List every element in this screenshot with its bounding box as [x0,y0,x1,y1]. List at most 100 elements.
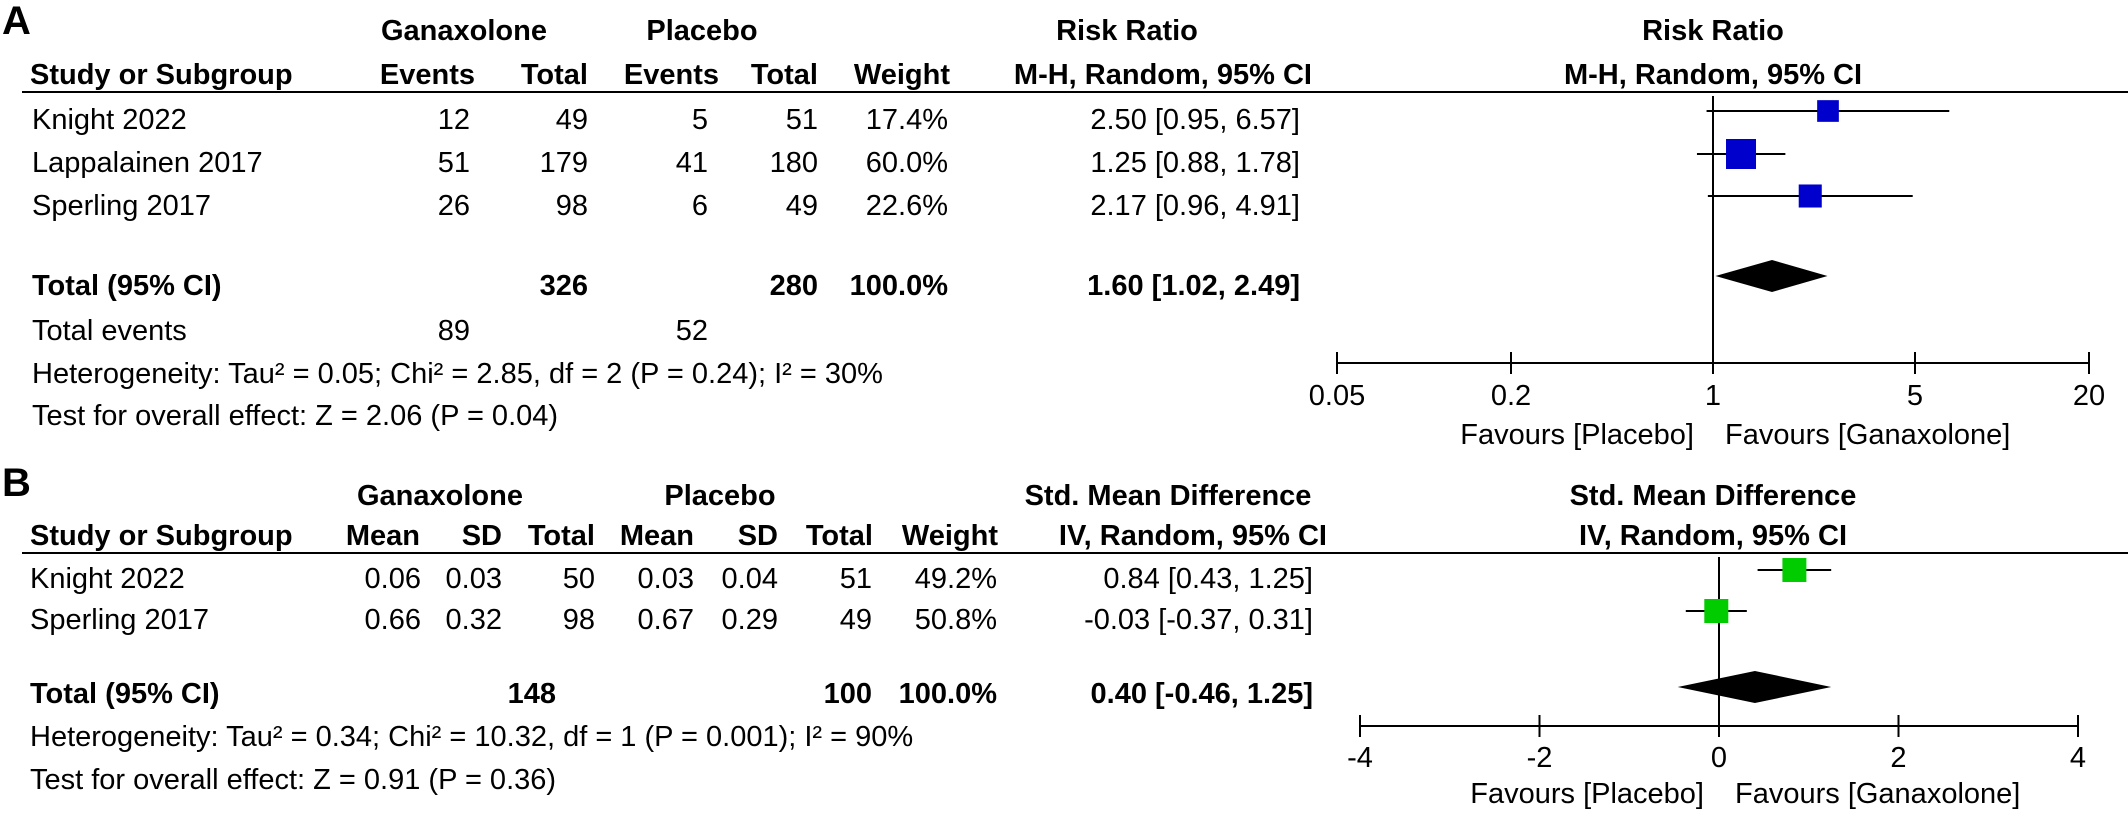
x-axis-tick-label: 0.05 [1309,380,1365,412]
panel-b-group1-header: Ganaxolone [357,480,523,512]
total-events-label: Total events [32,315,187,347]
panel-a-plot-header-top: Risk Ratio [1642,15,1784,47]
x-axis-tick-label: 2 [1890,742,1906,774]
table-row: Sperling 2017 0.66 0.32 98 0.67 0.29 49 … [30,604,1313,636]
x-axis-tick-label: 1 [1705,380,1721,412]
total-events-ganaxolone: 89 [438,315,470,347]
panel-a-effect-header-top: Risk Ratio [1056,15,1198,47]
panel-a-col-events1: Events [380,59,475,91]
panel-a-col-ci: M-H, Random, 95% CI [1014,59,1312,91]
total-weight: 100.0% [850,270,949,302]
study-name: Lappalainen 2017 [32,147,263,179]
panel-b-col-mean2: Mean [620,520,694,552]
effect-ci: 1.25 [0.88, 1.78] [1090,147,1300,179]
panel-b-plot-header-top: Std. Mean Difference [1570,480,1857,512]
panel-b-col-total1: Total [528,520,595,552]
sd-placebo: 0.04 [722,563,778,595]
panel-b-col-sd2: SD [738,520,778,552]
total-label: Total (95% CI) [32,270,222,302]
total-events-placebo: 52 [676,315,708,347]
panel-a-plot-header: M-H, Random, 95% CI [1564,59,1862,91]
x-axis-tick-label: 4 [2070,742,2086,774]
study-name: Sperling 2017 [30,604,209,636]
study-effect-marker [1704,599,1729,623]
x-axis-tick-label: -4 [1347,742,1373,774]
panel-b-col-mean1: Mean [346,520,420,552]
total-placebo: 51 [840,563,872,595]
panel-b-col-weight: Weight [902,520,998,552]
table-row: Lappalainen 2017 51 179 41 180 60.0% 1.2… [32,147,1300,179]
total-row: Total (95% CI) 326 280 100.0% 1.60 [1.02… [32,270,1300,302]
effect-ci: -0.03 [-0.37, 0.31] [1084,604,1313,636]
panel-a-group1-header: Ganaxolone [381,15,547,47]
panel-a-col-total1: Total [521,59,588,91]
pooled-effect-diamond [1715,260,1828,292]
panel-b-forest-plot: -4 -2 0 2 4 [1347,557,2086,774]
total-weight: 100.0% [899,678,998,710]
table-row: Knight 2022 0.06 0.03 50 0.03 0.04 51 49… [30,563,1313,595]
study-effect-marker [1798,184,1822,208]
total-placebo: 280 [770,270,818,302]
panel-b-label: B [2,461,31,505]
effect-ci: 2.17 [0.96, 4.91] [1090,190,1300,222]
weight: 49.2% [915,563,997,595]
total-ganaxolone: 326 [540,270,588,302]
panel-a-label: A [2,0,31,43]
favours-placebo-label: Favours [Placebo] [1460,419,1694,451]
effect-ci: 2.50 [0.95, 6.57] [1090,104,1300,136]
total-placebo: 49 [786,190,818,222]
panel-b-col-ci: IV, Random, 95% CI [1059,520,1327,552]
total-ganaxolone: 98 [556,190,588,222]
panel-a-col-events2: Events [624,59,719,91]
total-events-row: Total events 89 52 [32,315,708,347]
total-placebo: 180 [770,147,818,179]
pooled-effect-diamond [1677,671,1832,703]
favours-placebo-label: Favours [Placebo] [1470,778,1704,810]
study-effect-marker [1817,100,1839,122]
sd-ganaxolone: 0.32 [446,604,502,636]
study-effect-marker [1782,558,1807,582]
events-placebo: 6 [692,190,708,222]
total-placebo: 49 [840,604,872,636]
heterogeneity-text: Heterogeneity: Tau² = 0.05; Chi² = 2.85,… [32,358,883,390]
weight: 50.8% [915,604,997,636]
total-effect-ci: 1.60 [1.02, 2.49] [1087,270,1300,302]
total-ganaxolone: 98 [563,604,595,636]
mean-ganaxolone: 0.06 [365,563,421,595]
x-axis-tick-label: 0.2 [1491,380,1531,412]
panel-b-plot-header: IV, Random, 95% CI [1579,520,1847,552]
x-axis-tick-label: 5 [1907,380,1923,412]
total-ganaxolone: 50 [563,563,595,595]
panel-a-col-weight: Weight [854,59,950,91]
panel-b-col-sd1: SD [462,520,502,552]
total-ganaxolone: 49 [556,104,588,136]
panel-b-col-total2: Total [806,520,873,552]
mean-placebo: 0.03 [638,563,694,595]
panel-b-effect-header-top: Std. Mean Difference [1025,480,1312,512]
panel-b: B Ganaxolone Placebo Std. Mean Differenc… [2,461,2128,810]
events-ganaxolone: 12 [438,104,470,136]
favours-ganaxolone-label: Favours [Ganaxolone] [1725,419,2010,451]
study-name: Knight 2022 [30,563,185,595]
panel-a-col-total2: Total [751,59,818,91]
favours-ganaxolone-label: Favours [Ganaxolone] [1735,778,2020,810]
study-effect-marker [1726,139,1757,169]
x-axis-tick-label: 0 [1711,742,1727,774]
total-ganaxolone: 148 [508,678,556,710]
study-name: Knight 2022 [32,104,187,136]
weight: 60.0% [866,147,948,179]
mean-ganaxolone: 0.66 [365,604,421,636]
total-ganaxolone: 179 [540,147,588,179]
weight: 17.4% [866,104,948,136]
table-row: Knight 2022 12 49 5 51 17.4% 2.50 [0.95,… [32,104,1300,136]
panel-b-col-study: Study or Subgroup [30,520,293,552]
total-placebo: 100 [824,678,872,710]
x-axis-tick-label: -2 [1527,742,1553,774]
total-effect-ci: 0.40 [-0.46, 1.25] [1091,678,1313,710]
events-ganaxolone: 51 [438,147,470,179]
overall-effect-text: Test for overall effect: Z = 2.06 (P = 0… [32,400,558,432]
weight: 22.6% [866,190,948,222]
events-placebo: 41 [676,147,708,179]
x-axis-tick-label: 20 [2073,380,2105,412]
